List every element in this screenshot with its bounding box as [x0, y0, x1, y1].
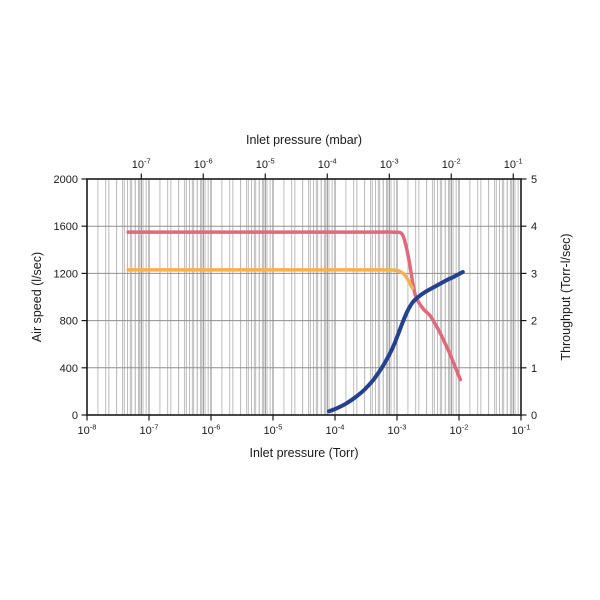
x-tick-label-top: 10-2	[442, 157, 461, 172]
x-tick-label-bottom: 10-1	[512, 423, 531, 438]
y-tick-label-left: 800	[60, 316, 78, 328]
y-tick-label-right: 0	[531, 410, 537, 422]
series-air-speed-curve-secondary	[126, 268, 415, 290]
series-throughput-curve	[326, 270, 465, 414]
x-tick-label-top: 10-7	[132, 157, 151, 172]
plot-border	[86, 178, 522, 416]
x-tick-label-bottom: 10-5	[264, 423, 283, 438]
x-tick-label-top: 10-3	[380, 157, 399, 172]
top-axis-title: Inlet pressure (mbar)	[245, 133, 362, 147]
x-tick-label-bottom: 10-4	[326, 423, 345, 438]
x-tick-label-bottom: 10-3	[388, 423, 407, 438]
x-tick-label-top: 10-5	[256, 157, 275, 172]
x-tick-label-top: 10-6	[194, 157, 213, 172]
x-tick-label-bottom: 10-7	[140, 423, 159, 438]
series-air-speed-curve-primary	[126, 230, 463, 382]
y-tick-label-right: 2	[531, 316, 537, 328]
x-tick-label-bottom: 10-6	[202, 423, 221, 438]
x-tick-label-top: 10-1	[504, 157, 523, 172]
y-tick-label-left: 0	[72, 410, 78, 422]
y-tick-label-left: 400	[60, 363, 78, 375]
x-tick-label-bottom: 10-2	[450, 423, 469, 438]
y-tick-label-left: 1200	[54, 268, 78, 280]
y-tick-label-right: 4	[531, 221, 537, 233]
y-tick-label-right: 5	[531, 174, 537, 186]
left-axis-title: Air speed (l/sec)	[30, 251, 44, 343]
y-tick-label-right: 1	[531, 363, 537, 375]
right-axis-title: Throughput (Torr-l/sec)	[559, 233, 573, 361]
y-tick-label-left: 1600	[54, 221, 78, 233]
y-tick-label-right: 3	[531, 268, 537, 280]
bottom-axis-title: Inlet pressure (Torr)	[249, 446, 359, 460]
y-tick-label-left: 2000	[54, 174, 78, 186]
x-tick-label-top: 10-4	[318, 157, 337, 172]
x-tick-label-bottom: 10-8	[78, 423, 97, 438]
